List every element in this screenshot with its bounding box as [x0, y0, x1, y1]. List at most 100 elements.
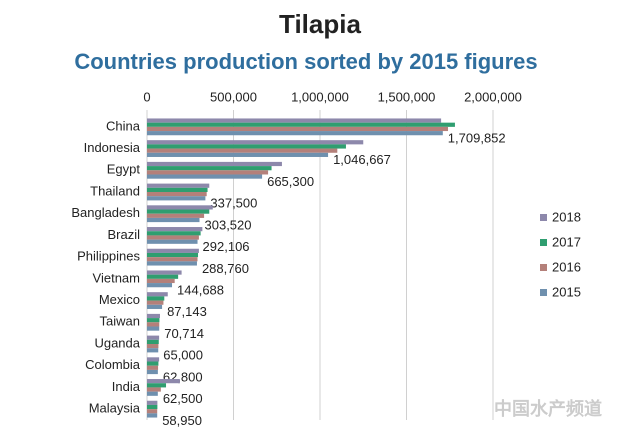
- bar: [147, 296, 165, 301]
- bar: [147, 196, 206, 201]
- y-tick-label: Egypt: [107, 162, 141, 177]
- y-tick-label: Thailand: [90, 183, 140, 198]
- bar: [147, 187, 208, 192]
- bar: [147, 335, 160, 340]
- bar: [147, 391, 158, 396]
- y-tick-label: Taiwan: [100, 314, 140, 329]
- y-tick-label: India: [112, 379, 141, 394]
- bar: [147, 348, 159, 353]
- bar: [147, 209, 210, 214]
- bar: [147, 383, 167, 388]
- y-tick-label: Philippines: [77, 249, 140, 264]
- y-tick-label: Mexico: [99, 292, 140, 307]
- bar: [147, 369, 158, 375]
- bar: [147, 409, 158, 414]
- legend-swatch: [540, 239, 547, 246]
- y-tick-label: China: [106, 118, 141, 133]
- legend-swatch: [540, 214, 547, 221]
- bar: [147, 270, 182, 275]
- x-tick-label: 1,000,000: [291, 89, 349, 104]
- value-label: 58,950: [162, 413, 202, 428]
- chart-title: Tilapia: [279, 9, 361, 39]
- bar: [147, 292, 168, 297]
- legend-swatch: [540, 264, 547, 271]
- bar: [147, 174, 263, 179]
- bar: [147, 304, 163, 309]
- x-tick-label: 1,500,000: [378, 89, 436, 104]
- value-label: 65,000: [163, 348, 203, 363]
- value-label: 303,520: [205, 217, 252, 232]
- bar: [147, 239, 198, 244]
- bar: [147, 365, 159, 370]
- bar: [147, 152, 329, 157]
- value-label: 337,500: [210, 196, 257, 211]
- value-label: 1,046,667: [333, 152, 391, 167]
- bar: [147, 213, 205, 218]
- value-label: 1,709,852: [448, 130, 506, 145]
- bar: [147, 404, 158, 410]
- bar: [147, 318, 160, 323]
- value-label: 665,300: [267, 174, 314, 189]
- bar: [147, 339, 159, 344]
- value-label: 144,688: [177, 282, 224, 297]
- legend-label: 2015: [552, 284, 581, 299]
- bar: [147, 248, 199, 253]
- bar: [147, 326, 160, 331]
- y-tick-label: Colombia: [85, 357, 141, 372]
- bar: [147, 161, 282, 167]
- bar: [147, 126, 449, 132]
- bar: [147, 387, 161, 392]
- bar: [147, 379, 180, 384]
- bar: [147, 131, 443, 136]
- bar: [147, 183, 210, 188]
- bar: [147, 227, 203, 232]
- bar: [147, 140, 364, 145]
- y-tick-label: Vietnam: [93, 270, 140, 285]
- bar: [147, 166, 272, 171]
- bar: [147, 361, 159, 366]
- bar: [147, 261, 197, 266]
- value-label: 288,760: [202, 261, 249, 276]
- legend-label: 2017: [552, 234, 581, 249]
- x-tick-label: 2,000,000: [464, 89, 522, 104]
- x-tick-label: 500,000: [210, 89, 257, 104]
- bar: [147, 144, 346, 149]
- bar: [147, 283, 173, 288]
- bar: [147, 357, 160, 362]
- legend-swatch: [540, 289, 547, 296]
- y-tick-label: Brazil: [107, 227, 140, 242]
- value-label: 87,143: [167, 304, 207, 319]
- bar: [147, 257, 198, 262]
- y-tick-label: Indonesia: [84, 140, 141, 155]
- legend-label: 2018: [552, 209, 581, 224]
- bar: [147, 278, 175, 284]
- bar: [147, 252, 199, 258]
- bar: [147, 400, 158, 405]
- bar: [147, 274, 179, 279]
- bar: [147, 313, 160, 319]
- bar: [147, 122, 455, 127]
- bar: [147, 118, 442, 123]
- value-label: 292,106: [203, 239, 250, 254]
- x-tick-label: 0: [143, 89, 150, 104]
- bar: [147, 148, 338, 153]
- bar: [147, 235, 199, 240]
- value-label: 70,714: [164, 326, 204, 341]
- y-tick-label: Uganda: [94, 335, 140, 350]
- bar: [147, 170, 269, 175]
- bar: [147, 205, 213, 210]
- bar: [147, 217, 200, 223]
- bar: [147, 344, 159, 349]
- bar: [147, 413, 158, 418]
- bar: [147, 231, 201, 236]
- bar: [147, 322, 160, 327]
- watermark: 中国水产频道: [494, 398, 602, 419]
- bar: [147, 192, 207, 197]
- bar: [147, 300, 164, 305]
- y-tick-label: Bangladesh: [71, 205, 140, 220]
- y-tick-label: Malaysia: [89, 401, 141, 416]
- value-label: 62,500: [163, 391, 203, 406]
- legend-label: 2016: [552, 259, 581, 274]
- chart-subtitle: Countries production sorted by 2015 figu…: [74, 49, 537, 74]
